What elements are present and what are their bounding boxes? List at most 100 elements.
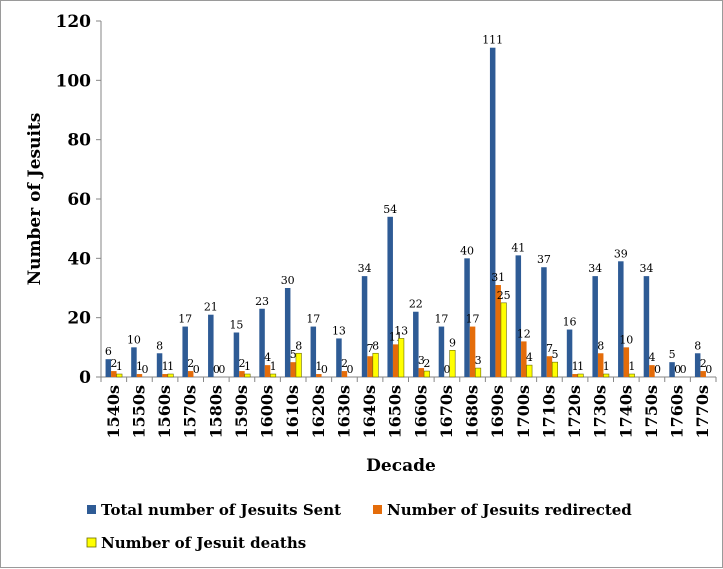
bar-total — [361, 276, 368, 377]
bar-deaths — [577, 373, 584, 378]
x-tick-label: 1650s — [386, 385, 405, 439]
bar-redirected — [623, 347, 630, 377]
bar-deaths — [628, 373, 635, 378]
bar-total — [131, 347, 137, 377]
y-tick-label: 100 — [56, 71, 92, 91]
bar-redirected — [341, 371, 348, 377]
y-tick-label: 40 — [67, 249, 91, 269]
legend-swatch-total — [87, 505, 96, 514]
x-tick-label: 1630s — [334, 385, 353, 439]
bar-deaths — [423, 370, 430, 378]
bar-total — [233, 332, 240, 377]
data-label-total: 22 — [409, 298, 423, 311]
y-tick-label: 0 — [79, 368, 91, 388]
data-label-redirected: 5 — [290, 348, 297, 361]
x-tick-label: 1750s — [642, 385, 661, 439]
data-label-total: 34 — [639, 262, 653, 275]
data-label-redirected: 3 — [418, 354, 425, 367]
x-tick-label: 1710s — [539, 385, 558, 439]
bar-deaths — [270, 373, 277, 378]
bar-total — [566, 329, 573, 377]
data-label-deaths: 8 — [372, 339, 379, 352]
data-label-deaths: 4 — [526, 351, 533, 364]
bar-total — [310, 326, 317, 377]
data-label-deaths: 0 — [705, 363, 712, 376]
bar-redirected — [597, 353, 604, 377]
data-label-redirected: 2 — [341, 357, 348, 370]
bar-deaths — [449, 349, 456, 378]
data-label-total: 16 — [563, 316, 577, 329]
data-label-deaths: 25 — [497, 289, 511, 302]
bar-redirected — [392, 344, 399, 377]
y-tick-label: 60 — [67, 190, 91, 210]
x-tick-label: 1610s — [283, 385, 302, 439]
bar-redirected — [187, 371, 194, 377]
data-label-total: 54 — [383, 203, 397, 216]
y-tick-label: 120 — [56, 12, 92, 32]
x-tick-label: 1550s — [129, 385, 148, 439]
x-tick-label: 1620s — [309, 385, 328, 439]
bar-redirected — [290, 362, 296, 377]
bar-total — [413, 311, 419, 377]
bar-redirected — [700, 371, 706, 377]
data-label-total: 5 — [669, 348, 676, 361]
legend-label-deaths: Number of Jesuit deaths — [101, 534, 306, 552]
data-label-total: 34 — [588, 262, 602, 275]
data-label-deaths: 13 — [394, 324, 408, 337]
data-label-total: 41 — [511, 241, 525, 254]
x-tick-label: 1600s — [258, 385, 277, 439]
data-label-deaths: 1 — [577, 360, 584, 373]
bar-total — [105, 359, 112, 377]
data-label-redirected: 0 — [674, 363, 681, 376]
x-tick-label: 1580s — [206, 385, 225, 439]
bar-deaths — [398, 338, 405, 378]
x-tick-label: 1690s — [488, 385, 507, 439]
bar-total — [618, 261, 624, 377]
data-label-redirected: 1 — [315, 360, 322, 373]
data-label-total: 8 — [156, 339, 163, 352]
bar-redirected — [495, 285, 501, 377]
legend-label-redirected: Number of Jesuits redirected — [387, 501, 632, 519]
legend-label-total: Total number of Jesuits Sent — [101, 501, 341, 519]
bar-redirected — [162, 374, 168, 377]
x-tick-label: 1560s — [155, 385, 174, 439]
bar-total — [438, 326, 445, 377]
bar-deaths — [295, 352, 302, 378]
bar-total — [182, 326, 188, 377]
data-label-total: 30 — [281, 274, 295, 287]
data-label-total: 17 — [178, 313, 192, 326]
data-label-deaths: 3 — [475, 354, 482, 367]
x-axis-title: Decade — [366, 456, 436, 476]
legend-swatch-redirected — [373, 505, 382, 514]
data-label-redirected: 0 — [213, 363, 220, 376]
data-label-deaths: 0 — [346, 363, 353, 376]
data-label-redirected: 7 — [367, 342, 374, 355]
data-label-redirected: 1 — [162, 360, 169, 373]
data-label-total: 8 — [694, 339, 701, 352]
data-label-redirected: 31 — [491, 271, 505, 284]
data-label-deaths: 1 — [244, 360, 251, 373]
bar-redirected — [316, 374, 322, 377]
data-label-deaths: 9 — [449, 336, 456, 349]
data-label-deaths: 0 — [654, 363, 661, 376]
bar-redirected — [239, 371, 245, 377]
data-label-redirected: 0 — [443, 363, 450, 376]
bar-deaths — [116, 373, 123, 378]
x-tick-label: 1590s — [232, 385, 251, 439]
data-label-deaths: 1 — [628, 360, 635, 373]
data-label-deaths: 1 — [270, 360, 277, 373]
bar-redirected — [136, 374, 143, 377]
data-label-redirected: 1 — [136, 360, 143, 373]
x-tick-label: 1640s — [360, 385, 379, 439]
data-label-deaths: 0 — [141, 363, 148, 376]
data-label-total: 111 — [482, 34, 503, 47]
data-label-total: 40 — [460, 244, 474, 257]
data-label-deaths: 0 — [321, 363, 328, 376]
bar-redirected — [521, 341, 527, 377]
bar-total — [464, 258, 470, 377]
bar-total — [284, 288, 291, 377]
data-label-deaths: 1 — [116, 360, 123, 373]
data-label-total: 10 — [127, 333, 141, 346]
